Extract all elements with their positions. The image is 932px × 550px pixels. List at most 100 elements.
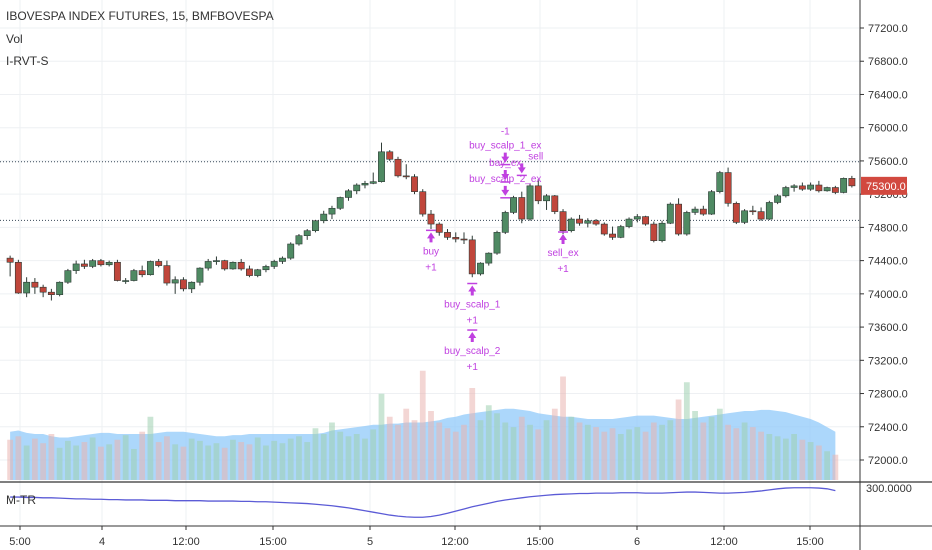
price-tick-label: 73600.0 <box>868 322 908 334</box>
time-tick-label: 15:00 <box>526 536 554 548</box>
candle-down <box>559 211 567 232</box>
candle-up <box>229 261 237 270</box>
candle-down <box>435 223 443 233</box>
volume-bar <box>56 447 63 480</box>
candle-up <box>584 220 592 224</box>
volume-bar <box>81 442 88 480</box>
volume-bar <box>659 424 665 480</box>
signal-label: buy_scalp_1_ex <box>469 141 541 152</box>
candle-up <box>270 261 278 267</box>
volume-bar <box>419 370 426 480</box>
candle-down <box>419 191 427 215</box>
volume-bar <box>774 436 781 480</box>
volume-bar <box>370 429 377 480</box>
candle-up <box>708 191 716 215</box>
time-tick-label: 12:00 <box>710 536 738 548</box>
price-tick-label: 76000.0 <box>868 123 908 135</box>
candle-down <box>732 202 740 223</box>
candle-down <box>237 261 245 270</box>
candle-down <box>460 238 468 241</box>
volume-bar <box>411 420 418 480</box>
indicator-line <box>10 487 836 518</box>
volume-bar <box>518 416 525 480</box>
signal-arrow-down-icon <box>501 170 510 181</box>
signal-arrow-up-icon <box>427 232 435 243</box>
candle-up <box>774 195 782 203</box>
time-tick-label: 15:00 <box>259 536 287 548</box>
volume-bar <box>568 416 575 480</box>
volume-bar <box>386 416 393 480</box>
candle-down <box>518 197 526 220</box>
indicator-study-label[interactable]: M-TR <box>6 493 36 507</box>
candle-down <box>444 232 451 238</box>
volume-bar <box>617 434 624 480</box>
candle-up <box>328 207 336 215</box>
candle-down <box>749 210 757 213</box>
volume-bar <box>791 434 797 480</box>
strategy-study-label[interactable]: I-RVT-S <box>6 54 49 68</box>
volume-bar <box>782 438 789 480</box>
time-tick-label: 4 <box>99 536 105 548</box>
price-tick-label: 72400.0 <box>868 422 908 434</box>
volume-study-label[interactable]: Vol <box>6 32 23 46</box>
signal-arrow-up-icon <box>468 332 477 343</box>
candle-up <box>146 261 154 276</box>
candle-down <box>47 291 55 295</box>
signal-label: bay_ex <box>489 158 521 169</box>
volume-bar <box>733 428 740 480</box>
candle-down <box>179 279 187 290</box>
volume-bar <box>758 431 764 480</box>
candle-up <box>303 230 311 236</box>
volume-bar <box>279 443 286 480</box>
candle-up <box>171 279 179 284</box>
volume-bar <box>23 445 30 480</box>
volume-bar <box>221 447 228 480</box>
candle-up <box>295 235 303 245</box>
candle-down <box>609 233 616 238</box>
candle-down <box>650 223 658 241</box>
volume-bar <box>395 424 401 480</box>
candle-up <box>345 190 352 198</box>
volume-bar <box>708 416 715 480</box>
signal-label: sell_ex <box>547 248 578 259</box>
candle-up <box>666 203 674 224</box>
volume-bar <box>106 444 113 480</box>
candle-up <box>204 261 212 269</box>
volume-bar <box>584 424 591 480</box>
candle-up <box>23 281 31 294</box>
price-tick-label: 74000.0 <box>868 289 908 301</box>
volume-bar <box>551 408 558 480</box>
signal-arrow-up-icon <box>559 234 568 244</box>
candle-down <box>163 265 171 284</box>
volume-bar <box>188 438 195 480</box>
candle-up <box>501 212 509 233</box>
price-tick-label: 73200.0 <box>868 355 908 367</box>
candle-up <box>122 280 130 282</box>
volume-bar <box>626 429 632 480</box>
volume-bar <box>271 440 278 480</box>
volume-bar <box>560 376 566 480</box>
volume-bar <box>716 408 723 480</box>
volume-bar <box>609 428 616 480</box>
candle-down <box>14 261 22 294</box>
symbol-title: IBOVESPA INDEX FUTURES, 15, BMFBOVESPA <box>6 9 274 23</box>
candle-up <box>287 243 295 259</box>
signal-arrow-down-icon <box>517 163 526 174</box>
volume-bar <box>320 434 327 480</box>
volume-bar <box>807 442 814 480</box>
last-price-badge <box>861 176 907 195</box>
candle-up <box>807 184 815 190</box>
candle-down <box>468 239 476 275</box>
candle-up <box>617 226 625 238</box>
volume-bar <box>642 431 649 480</box>
candle-up <box>188 281 196 290</box>
indicator-value-label: 300.0000 <box>866 483 912 495</box>
price-tick-label: 76800.0 <box>868 56 908 68</box>
volume-bar <box>73 445 80 480</box>
candle-up <box>790 185 798 188</box>
candle-down <box>592 220 600 225</box>
signal-label: sell <box>528 151 543 162</box>
volume-bar <box>650 422 657 480</box>
